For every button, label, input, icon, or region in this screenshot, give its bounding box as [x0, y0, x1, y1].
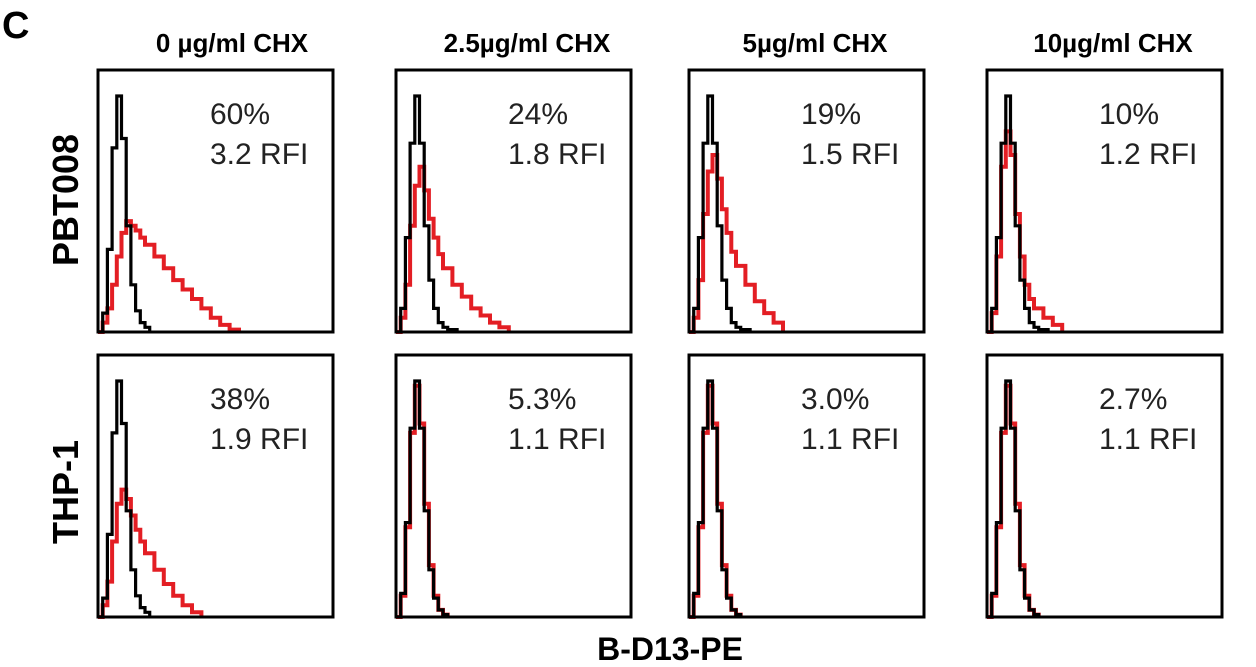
control-histogram-line — [987, 379, 1041, 619]
panel-frame — [394, 353, 633, 619]
control-histogram-line — [689, 379, 743, 619]
histogram-panel-1-2: 3.0% 1.1 RFI — [687, 353, 926, 619]
control-histogram-line — [98, 94, 152, 334]
annotation-rfi: 1.1 RFI — [801, 423, 899, 456]
histogram-panel-0-3: 10% 1.2 RFI — [985, 68, 1224, 334]
annotation-rfi: 1.1 RFI — [508, 423, 606, 456]
stained-histogram-line — [98, 219, 241, 334]
row-label-0: PBT008 — [45, 134, 86, 266]
control-histogram-line — [98, 379, 152, 619]
stained-histogram-line — [396, 164, 511, 334]
panel-frame — [96, 353, 335, 619]
stained-histogram-line — [987, 383, 1041, 619]
annotation-rfi: 3.2 RFI — [210, 138, 308, 171]
histogram-panel-0-1: 24% 1.8 RFI — [394, 68, 633, 334]
panel-frame — [96, 68, 335, 334]
control-histogram-line — [396, 94, 459, 334]
annotation-rfi: 1.9 RFI — [210, 423, 308, 456]
annotation-rfi: 1.5 RFI — [801, 138, 899, 171]
panel-frame — [985, 68, 1224, 334]
annotation-percent: 38% — [210, 383, 270, 416]
histogram-panel-1-3: 2.7% 1.1 RFI — [985, 353, 1224, 619]
row-label-1: THP-1 — [45, 440, 86, 544]
panel-frame — [687, 68, 926, 334]
column-header-0: 0 µg/ml CHX — [156, 28, 309, 58]
histogram-panel-1-0: 38% 1.9 RFI — [96, 353, 335, 619]
histogram-panel-0-2: 19% 1.5 RFI — [687, 68, 926, 334]
panel-letter: C — [2, 5, 29, 47]
stained-histogram-line — [689, 383, 743, 619]
annotation-rfi: 1.2 RFI — [1099, 138, 1197, 171]
x-axis-label: B-D13-PE — [597, 631, 743, 667]
stained-histogram-line — [396, 383, 450, 619]
annotation-percent: 3.0% — [801, 383, 869, 416]
column-header-1: 2.5µg/ml CHX — [444, 28, 611, 58]
histogram-panel-0-0: 60% 3.2 RFI — [96, 68, 335, 334]
control-histogram-line — [689, 94, 752, 334]
control-histogram-line — [396, 379, 450, 619]
control-histogram-line — [987, 94, 1050, 334]
histogram-panel-1-1: 5.3% 1.1 RFI — [394, 353, 633, 619]
annotation-percent: 24% — [508, 98, 568, 131]
annotation-rfi: 1.8 RFI — [508, 138, 606, 171]
column-header-3: 10µg/ml CHX — [1033, 28, 1193, 58]
column-header-2: 5µg/ml CHX — [742, 28, 888, 58]
stained-histogram-line — [689, 153, 785, 334]
stained-histogram-line — [98, 487, 204, 619]
annotation-percent: 2.7% — [1099, 383, 1167, 416]
panel-frame — [394, 68, 633, 334]
annotation-rfi: 1.1 RFI — [1099, 423, 1197, 456]
annotation-percent: 10% — [1099, 98, 1159, 131]
panel-frame — [687, 353, 926, 619]
annotation-percent: 19% — [801, 98, 861, 131]
annotation-percent: 60% — [210, 98, 270, 131]
panel-frame — [985, 353, 1224, 619]
annotation-percent: 5.3% — [508, 383, 576, 416]
